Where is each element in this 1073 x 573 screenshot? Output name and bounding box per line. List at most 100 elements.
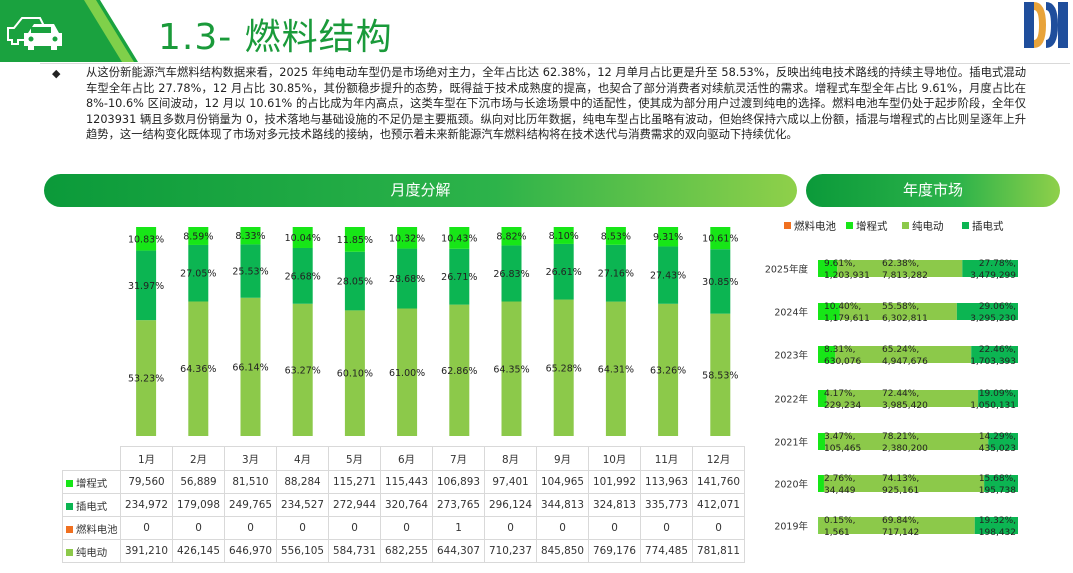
label-phev: 30.85% [702, 277, 738, 288]
label-range: 10.83% [128, 234, 164, 245]
label-phev: 15.68%, 195,738 [979, 474, 1016, 496]
row-header: 增程式 [62, 470, 121, 494]
label-line: 198,432 [979, 528, 1016, 538]
label-range: 10.61% [702, 234, 738, 245]
bar-bev [605, 301, 626, 436]
label-range: 8.10% [549, 231, 579, 242]
table-cell: 296,124 [484, 493, 537, 517]
label-phev: 19.09%, 1,050,131 [970, 389, 1016, 411]
legend-swatch [66, 480, 73, 487]
label-line: 10.40%, [824, 302, 861, 312]
year-label: 2019年 [774, 521, 808, 533]
legend-swatch [902, 222, 909, 229]
label-line: 15.68%, [979, 474, 1016, 484]
table-cell: 682,255 [380, 539, 433, 563]
year-label: 2023年 [774, 350, 808, 362]
table-cell: 391,210 [120, 539, 173, 563]
header-band [0, 0, 138, 62]
month-header: 1月 [120, 446, 173, 471]
table-cell: 81,510 [224, 470, 277, 494]
bar-phev [984, 475, 1018, 492]
label-line: 8.31%, [824, 345, 855, 355]
legend-label: 纯电动 [912, 220, 944, 233]
label-range: 10.04% [285, 233, 321, 244]
year-label: 2021年 [774, 437, 808, 449]
bar-range [818, 433, 826, 450]
label-range: 8.31%, 630,076 [824, 345, 861, 367]
bar-phev [658, 246, 679, 304]
bar-range [397, 227, 418, 249]
month-header: 12月 [692, 446, 745, 471]
table-cell: 769,176 [588, 539, 641, 563]
bar-bev [449, 304, 470, 436]
month-header: 7月 [432, 446, 485, 471]
label-range: 9.61%, 1,203,931 [824, 259, 870, 281]
car-icon [7, 17, 62, 50]
label-bev: 64.36% [180, 364, 216, 375]
label-bev: 65.28% [546, 363, 582, 374]
label-line: 74.13%, [882, 474, 919, 484]
label-line: 0.15%, [824, 516, 855, 526]
table-cell: 781,811 [692, 539, 745, 563]
label-line: 1,050,131 [970, 401, 1016, 411]
label-phev: 19.32%, 198,432 [979, 516, 1016, 538]
label-bev: 62.86% [441, 366, 477, 377]
bar-range [818, 346, 836, 363]
bar-range [605, 227, 626, 245]
label-bev: 66.14% [232, 362, 268, 373]
legend-label: 增程式 [856, 220, 888, 233]
month-header: 11月 [640, 446, 693, 471]
bar-phev [292, 247, 313, 304]
label-line: 14.29%, [979, 432, 1016, 442]
table-cell: 115,271 [328, 470, 381, 494]
label-phev: 22.46%, 1,703,393 [970, 345, 1016, 367]
table-cell: 0 [276, 516, 329, 540]
row-label: 插电式 [76, 500, 108, 513]
table-cell: 0 [588, 516, 641, 540]
label-phev: 28.05% [337, 277, 373, 288]
label-range: 10.43% [441, 233, 477, 244]
annual-section-title: 年度市场 [806, 174, 1060, 207]
table-cell: 426,145 [172, 539, 225, 563]
label-phev: 26.71% [441, 272, 477, 283]
legend-swatch [66, 549, 73, 556]
label-line: 3,295,230 [970, 314, 1016, 324]
label-line: 3.47%, [824, 432, 855, 442]
legend-swatch [66, 503, 73, 510]
label-line: 435,023 [979, 444, 1016, 454]
table-corner [63, 447, 121, 471]
bar-phev [240, 244, 261, 298]
bar-phev [605, 244, 626, 302]
page-title: 1.3- 燃料结构 [158, 17, 393, 58]
bar-bev [240, 297, 261, 436]
table-cell: 104,965 [536, 470, 589, 494]
month-header: 9月 [536, 446, 589, 471]
label-phev: 27.43% [650, 271, 686, 282]
label-range: 9.31% [653, 232, 683, 243]
table-cell: 101,992 [588, 470, 641, 494]
year-label: 2024年 [774, 307, 808, 319]
table-cell: 88,284 [276, 470, 329, 494]
bar-range [240, 227, 261, 245]
table-cell: 774,485 [640, 539, 693, 563]
label-range: 10.32% [389, 233, 425, 244]
label-range: 8.33% [235, 231, 265, 242]
table-row: 纯电动 391,210 426,145 646,970 556,105 584,731 68… [62, 539, 745, 563]
label-phev: 25.53% [232, 267, 268, 278]
table-cell: 0 [172, 516, 225, 540]
bar-bev [826, 390, 979, 407]
row-header: 插电式 [62, 493, 121, 517]
bar-range [818, 260, 838, 277]
bar-bev [835, 346, 972, 363]
month-header: 2月 [172, 446, 225, 471]
annual-bar-chart: 燃料电池 增程式 纯电动 插电式 2025年度 9.61%, 1,203,931 62.38%… [765, 220, 1018, 538]
bar-phev [136, 250, 157, 321]
legend-swatch [846, 222, 853, 229]
monthly-data-table: 1月 2月 3月 4月 5月 6月 7月 8月 9月 10月 11月 12月 增程式 79,560 56,8… [62, 446, 745, 563]
table-cell: 97,401 [484, 470, 537, 494]
bar-phev [397, 248, 418, 309]
year-label: 2025年度 [765, 264, 809, 276]
bar-phev [188, 244, 209, 302]
month-header: 5月 [328, 446, 381, 471]
label-bev: 53.23% [128, 374, 164, 385]
